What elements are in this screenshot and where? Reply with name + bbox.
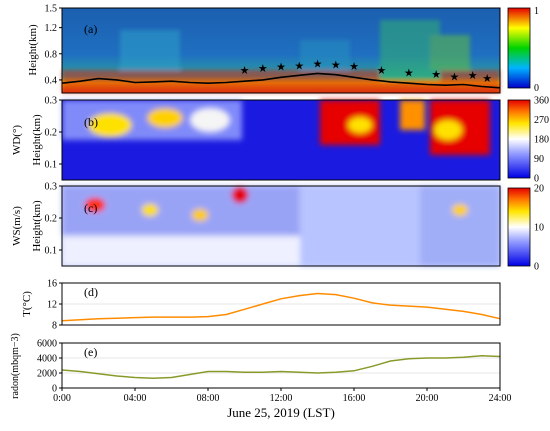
- panel-e-yticks: 0 2000 4000 6000: [37, 339, 62, 395]
- y-tick-label: 16: [47, 279, 57, 290]
- star-marker: ★: [258, 63, 268, 75]
- colorbar-tick-label: 0: [534, 174, 539, 185]
- panel-b-texture: [62, 100, 490, 155]
- panel-e-tag: (e): [84, 345, 97, 359]
- colorbar-tick-label: 270: [534, 115, 549, 126]
- star-marker: ★: [240, 65, 250, 77]
- panel-d-tag: (d): [84, 285, 98, 299]
- panel-b-ylabel: Height(km): [31, 114, 43, 166]
- panel-a-yticks: 0.4 0.8 1.2 1.5: [45, 4, 62, 86]
- panel-e-ylabel: radon(mbqm−3): [10, 333, 21, 399]
- x-tick-label: 12:00: [270, 393, 293, 404]
- panel-e-xticks: 0:00 04:00 08:00 12:00 16:00 20:00 24:00: [53, 388, 511, 404]
- y-tick-label: 0.4: [45, 75, 58, 86]
- panel-c-texture: [62, 186, 500, 266]
- panel-a-cb-max: 1: [534, 6, 539, 17]
- panel-a: ★ ★ ★ ★ ★ ★ ★ ★ ★ ★ ★ ★ ★ (a) Height(km) 0.4 0.8 1.2 1.…: [27, 4, 539, 95]
- colorbar-tick-label: 10: [534, 223, 544, 234]
- colorbar-tick-label: 0: [534, 262, 539, 273]
- panel-c: (c) Height(km) WS(m/s) 0.1 0.2 0.3 0 10 20: [11, 182, 544, 273]
- panel-e-grid: [62, 342, 500, 389]
- colorbar-tick-label: 90: [534, 154, 544, 165]
- panel-d-grid: [62, 282, 500, 326]
- y-tick-label: 0.8: [45, 49, 58, 60]
- panel-c-colorbar: [507, 187, 531, 267]
- panel-c-yticks: 0.1 0.2 0.3: [45, 182, 62, 257]
- panel-b-yticks: 0.1 0.2 0.3: [45, 96, 62, 171]
- x-axis-label: June 25, 2019 (LST): [227, 405, 335, 420]
- panel-a-cb-min: 0: [534, 83, 539, 94]
- panel-c-ylabel-outer: WS(m/s): [11, 206, 23, 246]
- star-marker: ★: [331, 60, 341, 72]
- star-marker: ★: [468, 70, 478, 82]
- panel-c-colorbar-ticks: 0 10 20: [534, 184, 544, 273]
- panel-a-colorbar: [507, 7, 531, 89]
- y-tick-label: 0.2: [45, 214, 58, 225]
- panel-d-yticks: 8 12 16: [47, 279, 62, 332]
- star-marker: ★: [313, 58, 323, 70]
- y-tick-label: 0.1: [45, 246, 58, 257]
- star-marker: ★: [431, 69, 441, 81]
- star-marker: ★: [376, 65, 386, 77]
- star-marker: ★: [449, 71, 459, 83]
- star-markers: ★ ★ ★ ★ ★ ★ ★ ★ ★ ★ ★ ★ ★: [240, 58, 493, 84]
- panel-a-tag: (a): [84, 22, 97, 36]
- star-marker: ★: [276, 62, 286, 74]
- panel-b-colorbar: [507, 99, 531, 179]
- y-tick-label: 0.1: [45, 160, 58, 171]
- panel-b: (b) Height(km) WD(°) 0.1 0.2 0.3 0 90 180 270…: [11, 96, 549, 185]
- panel-d: (d) T(°C) 8 12 16: [21, 279, 501, 332]
- x-tick-label: 16:00: [343, 393, 366, 404]
- panel-c-ylabel: Height(km): [31, 200, 43, 252]
- star-marker: ★: [349, 61, 359, 73]
- y-tick-label: 8: [52, 321, 57, 332]
- panel-a-frame: [61, 7, 501, 94]
- panel-e-frame: [61, 342, 501, 389]
- panel-b-colorbar-ticks: 0 90 180 270 360: [534, 96, 549, 185]
- star-marker: ★: [482, 73, 492, 85]
- y-tick-label: 4000: [37, 354, 57, 365]
- y-tick-label: 1.2: [45, 23, 58, 34]
- x-tick-label: 0:00: [53, 393, 71, 404]
- y-tick-label: 2000: [37, 369, 57, 380]
- panel-b-ylabel-outer: WD(°): [11, 125, 23, 155]
- panel-b-tag: (b): [84, 115, 98, 129]
- x-tick-label: 20:00: [416, 393, 439, 404]
- y-tick-label: 6000: [37, 339, 57, 350]
- panel-d-ylabel: T(°C): [21, 291, 33, 317]
- boundary-layer-line: [61, 72, 501, 89]
- panel-a-ylabel: Height(km): [27, 24, 39, 76]
- colorbar-tick-label: 20: [534, 184, 544, 195]
- y-tick-label: 0.2: [45, 128, 58, 139]
- y-tick-label: 0.3: [45, 182, 58, 193]
- colorbar-tick-label: 180: [534, 135, 549, 146]
- y-tick-label: 0.3: [45, 96, 58, 107]
- colorbar-tick-label: 360: [534, 96, 549, 107]
- y-tick-label: 0: [52, 384, 57, 395]
- star-marker: ★: [404, 68, 414, 80]
- y-tick-label: 1.5: [45, 4, 58, 15]
- temperature-line: [61, 292, 501, 322]
- star-marker: ★: [294, 60, 304, 72]
- y-tick-label: 12: [47, 300, 57, 311]
- x-tick-label: 24:00: [489, 393, 512, 404]
- panel-e: (e) radon(mbqm−3) 0 2000 4000 6000 0:00 04:0…: [10, 333, 511, 420]
- panel-c-frame: [61, 185, 501, 267]
- radon-line: [61, 355, 501, 380]
- panel-b-frame: [61, 99, 501, 181]
- panel-a-texture: [62, 20, 500, 93]
- panel-c-tag: (c): [84, 201, 97, 215]
- x-tick-label: 04:00: [124, 393, 147, 404]
- x-tick-label: 08:00: [197, 393, 220, 404]
